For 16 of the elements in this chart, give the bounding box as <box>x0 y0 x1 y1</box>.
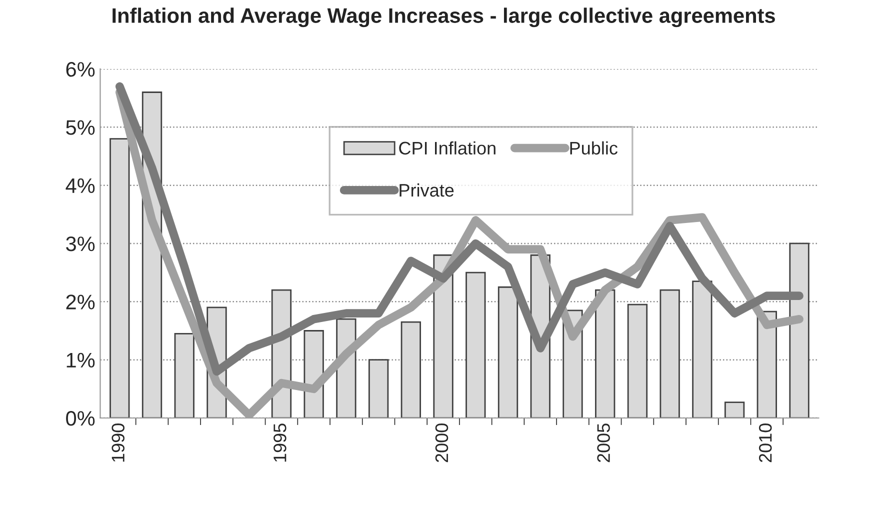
x-tick-label: 1995 <box>274 424 286 462</box>
y-tick-label: 3% <box>66 236 95 252</box>
legend-label: Private <box>400 183 454 197</box>
legend-label: Public <box>570 141 618 155</box>
legend-label: CPI Inflation <box>399 141 496 155</box>
y-tick-label: 1% <box>66 352 95 368</box>
y-tick-label: 4% <box>66 178 95 193</box>
y-tick-label: 5% <box>66 120 95 135</box>
x-tick-label: 2000 <box>435 424 448 462</box>
x-tick-label: 1990 <box>112 424 124 462</box>
y-tick-label: 0% <box>66 411 95 426</box>
x-tick-label: 2010 <box>758 424 772 462</box>
x-tick-label: 2005 <box>597 424 610 462</box>
y-tick-label: 6% <box>66 62 95 77</box>
y-tick-label: 2% <box>66 294 95 310</box>
chart-title: Inflation and Average Wage Increases - large collective agreements <box>112 8 775 28</box>
